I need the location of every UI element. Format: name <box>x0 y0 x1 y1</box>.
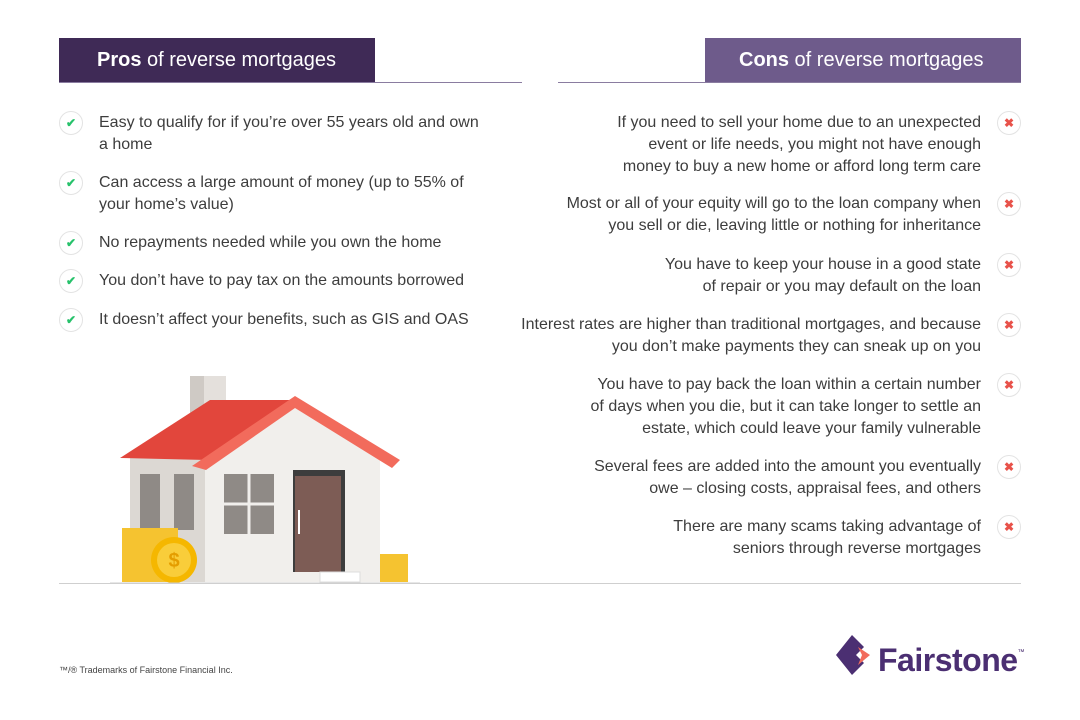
trademark-note: ™/® Trademarks of Fairstone Financial In… <box>59 665 233 675</box>
con-item: ✖ If you need to sell your home due to an… <box>601 111 1021 178</box>
x-icon: ✖ <box>997 455 1021 479</box>
con-text: You have to pay back the loan within a c… <box>590 376 981 437</box>
cons-rule <box>558 82 1021 83</box>
con-text: Several fees are added into the amount y… <box>594 458 981 497</box>
check-icon: ✔ <box>59 308 83 332</box>
logo-tm: ™ <box>1017 649 1025 656</box>
pro-item: ✔ Can access a large amount of money (up … <box>59 171 489 216</box>
cons-title-bold: Cons <box>739 49 789 71</box>
check-icon: ✔ <box>59 111 83 135</box>
con-item: ✖ There are many scams taking advantage o… <box>671 515 1021 560</box>
con-item: ✖ Several fees are added into the amount … <box>581 455 1021 500</box>
con-item: ✖ You have to keep your house in a good s… <box>651 253 1021 298</box>
house-illustration: $ <box>110 376 420 584</box>
fairstone-logo: Fairstone ™ <box>836 630 1025 679</box>
x-icon: ✖ <box>997 515 1021 539</box>
bottom-divider <box>59 583 1021 584</box>
pro-text: Can access a large amount of money (up t… <box>99 174 464 213</box>
pro-item: ✔ You don’t have to pay tax on the amount… <box>59 269 489 293</box>
x-icon: ✖ <box>997 253 1021 277</box>
pros-title-rest: of reverse mortgages <box>141 49 336 71</box>
cons-header: Cons of reverse mortgages <box>705 38 1021 83</box>
con-text: Interest rates are higher than tradition… <box>521 316 981 355</box>
fairstone-logo-mark-icon <box>836 634 870 675</box>
x-icon: ✖ <box>997 313 1021 337</box>
con-item: ✖ Most or all of your equity will go to t… <box>541 192 1021 237</box>
con-text: Most or all of your equity will go to th… <box>566 195 981 234</box>
check-icon: ✔ <box>59 231 83 255</box>
svg-text:$: $ <box>168 550 179 572</box>
x-icon: ✖ <box>997 111 1021 135</box>
pro-text: No repayments needed while you own the h… <box>99 234 442 251</box>
con-text: There are many scams taking advantage of… <box>673 518 981 557</box>
con-text: You have to keep your house in a good st… <box>664 256 981 295</box>
pro-text: You don’t have to pay tax on the amounts… <box>99 272 464 289</box>
pro-text: It doesn’t affect your benefits, such as… <box>99 311 469 328</box>
pros-header: Pros of reverse mortgages <box>59 38 375 83</box>
pro-item: ✔ Easy to qualify for if you’re over 55 y… <box>59 111 489 156</box>
pros-rule <box>59 82 522 83</box>
check-icon: ✔ <box>59 269 83 293</box>
cons-title-rest: of reverse mortgages <box>789 49 984 71</box>
check-icon: ✔ <box>59 171 83 195</box>
x-icon: ✖ <box>997 192 1021 216</box>
pro-text: Easy to qualify for if you’re over 55 ye… <box>99 114 479 153</box>
x-icon: ✖ <box>997 373 1021 397</box>
con-item: ✖ You have to pay back the loan within a … <box>581 373 1021 440</box>
con-text: If you need to sell your home due to an … <box>617 114 981 175</box>
logo-text: Fairstone <box>878 642 1018 678</box>
pro-item: ✔ No repayments needed while you own the … <box>59 231 489 255</box>
pros-title-bold: Pros <box>97 49 142 71</box>
pro-item: ✔ It doesn’t affect your benefits, such a… <box>59 308 489 332</box>
con-item: ✖ Interest rates are higher than traditio… <box>521 313 1021 358</box>
